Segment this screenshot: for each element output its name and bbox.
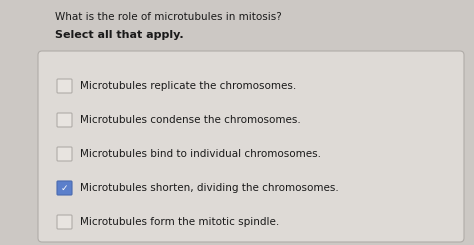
FancyBboxPatch shape [57,113,72,127]
Text: Microtubules replicate the chromosomes.: Microtubules replicate the chromosomes. [80,81,296,91]
Text: ✓: ✓ [61,184,68,193]
Text: Microtubules form the mitotic spindle.: Microtubules form the mitotic spindle. [80,217,279,227]
FancyBboxPatch shape [38,51,464,242]
Text: Microtubules shorten, dividing the chromosomes.: Microtubules shorten, dividing the chrom… [80,183,339,193]
FancyBboxPatch shape [57,181,72,195]
FancyBboxPatch shape [57,215,72,229]
Text: Microtubules condense the chromosomes.: Microtubules condense the chromosomes. [80,115,301,125]
Text: Microtubules bind to individual chromosomes.: Microtubules bind to individual chromoso… [80,149,321,159]
FancyBboxPatch shape [57,147,72,161]
FancyBboxPatch shape [57,79,72,93]
Text: What is the role of microtubules in mitosis?: What is the role of microtubules in mito… [55,12,282,22]
Text: Select all that apply.: Select all that apply. [55,30,183,40]
